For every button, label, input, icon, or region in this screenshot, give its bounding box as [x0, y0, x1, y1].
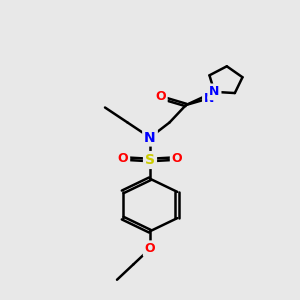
Text: O: O — [155, 90, 166, 103]
Text: O: O — [118, 152, 128, 165]
Text: S: S — [145, 153, 155, 167]
Text: O: O — [145, 242, 155, 255]
Text: N: N — [209, 85, 220, 98]
Text: O: O — [172, 152, 182, 165]
Text: N: N — [204, 92, 214, 105]
Text: N: N — [144, 130, 156, 145]
